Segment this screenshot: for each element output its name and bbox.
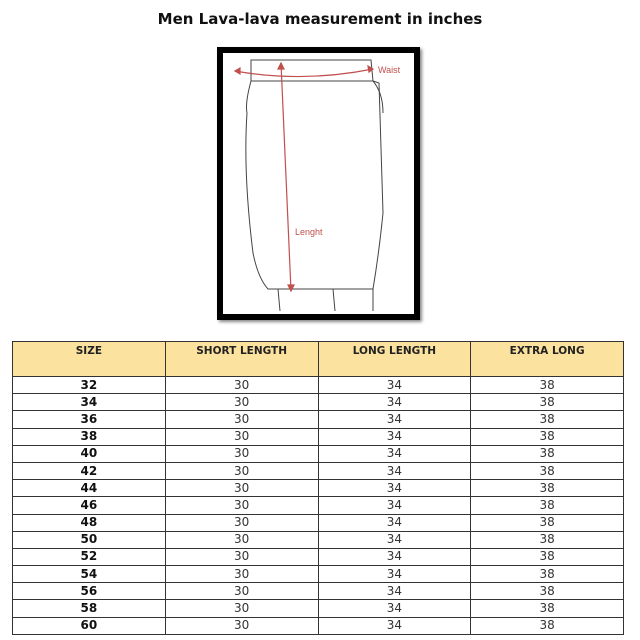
- table-row: 54 30 34 38: [12, 565, 624, 584]
- length-cell: 38: [470, 616, 624, 635]
- length-cell: 38: [470, 547, 624, 567]
- table-row: 36 30 34 38: [12, 410, 624, 429]
- length-cell: 38: [470, 599, 624, 618]
- length-cell: 34: [317, 616, 472, 635]
- length-cell: 38: [470, 479, 624, 498]
- table-row: 48 30 34 38: [12, 513, 624, 532]
- length-cell: 30: [164, 375, 319, 395]
- length-cell: 34: [317, 599, 472, 618]
- size-cell: 54: [12, 565, 166, 584]
- table-row: 32 30 34 38: [12, 375, 624, 395]
- table-row: 52 30 34 38: [12, 547, 624, 567]
- size-cell: 56: [12, 582, 166, 601]
- table-row: 38 30 34 38: [12, 427, 624, 446]
- length-cell: 38: [470, 513, 624, 532]
- length-cell: 34: [317, 375, 472, 395]
- size-cell: 32: [12, 375, 166, 395]
- size-cell: 34: [12, 393, 166, 412]
- length-cell: 34: [317, 530, 472, 549]
- length-cell: 38: [470, 427, 624, 446]
- lava-lava-diagram: Waist Lenght: [217, 47, 420, 320]
- length-cell: 34: [317, 427, 472, 446]
- length-cell: 38: [470, 461, 624, 481]
- length-cell: 30: [164, 444, 319, 463]
- table-row: 34 30 34 38: [12, 393, 624, 412]
- column-header: SIZE: [12, 341, 166, 377]
- length-cell: 34: [317, 565, 472, 584]
- size-cell: 60: [12, 616, 166, 635]
- table-row: 44 30 34 38: [12, 479, 624, 498]
- length-cell: 30: [164, 496, 319, 515]
- length-cell: 34: [317, 479, 472, 498]
- table-row: 60 30 34 38: [12, 616, 624, 635]
- column-header: EXTRA LONG: [470, 341, 624, 377]
- table-row: 46 30 34 38: [12, 496, 624, 515]
- length-cell: 30: [164, 599, 319, 618]
- length-cell: 30: [164, 530, 319, 549]
- page-title: Men Lava-lava measurement in inches: [157, 10, 483, 28]
- size-table: SIZE SHORT LENGTH LONG LENGTH EXTRA LONG 32…: [12, 341, 624, 635]
- table-row: 50 30 34 38: [12, 530, 624, 549]
- length-cell: 30: [164, 616, 319, 635]
- table-row: 58 30 34 38: [12, 599, 624, 618]
- length-cell: 30: [164, 565, 319, 584]
- length-cell: 34: [317, 513, 472, 532]
- length-cell: 34: [317, 582, 472, 601]
- size-cell: 44: [12, 479, 166, 498]
- size-cell: 50: [12, 530, 166, 549]
- length-cell: 38: [470, 496, 624, 515]
- length-cell: 34: [317, 547, 472, 567]
- length-cell: 38: [470, 444, 624, 463]
- length-label: Lenght: [295, 227, 323, 237]
- size-cell: 48: [12, 513, 166, 532]
- table-row: 40 30 34 38: [12, 444, 624, 463]
- table-row: 42 30 34 38: [12, 461, 624, 481]
- length-cell: 38: [470, 410, 624, 429]
- length-cell: 30: [164, 513, 319, 532]
- length-cell: 34: [317, 496, 472, 515]
- size-cell: 42: [12, 461, 166, 481]
- length-cell: 30: [164, 427, 319, 446]
- length-cell: 34: [317, 410, 472, 429]
- waist-label: Waist: [378, 65, 401, 75]
- length-cell: 38: [470, 565, 624, 584]
- size-cell: 52: [12, 547, 166, 567]
- length-cell: 30: [164, 582, 319, 601]
- length-cell: 38: [470, 530, 624, 549]
- length-cell: 38: [470, 582, 624, 601]
- length-cell: 38: [470, 393, 624, 412]
- table-row: 56 30 34 38: [12, 582, 624, 601]
- length-cell: 30: [164, 547, 319, 567]
- size-cell: 40: [12, 444, 166, 463]
- size-cell: 38: [12, 427, 166, 446]
- length-cell: 34: [317, 444, 472, 463]
- length-cell: 34: [317, 393, 472, 412]
- size-cell: 36: [12, 410, 166, 429]
- length-cell: 30: [164, 461, 319, 481]
- length-cell: 30: [164, 393, 319, 412]
- length-cell: 34: [317, 461, 472, 481]
- column-header: LONG LENGTH: [317, 341, 472, 377]
- length-cell: 30: [164, 410, 319, 429]
- size-cell: 58: [12, 599, 166, 618]
- size-cell: 46: [12, 496, 166, 515]
- length-cell: 38: [470, 375, 624, 395]
- length-cell: 30: [164, 479, 319, 498]
- column-header: SHORT LENGTH: [164, 341, 319, 377]
